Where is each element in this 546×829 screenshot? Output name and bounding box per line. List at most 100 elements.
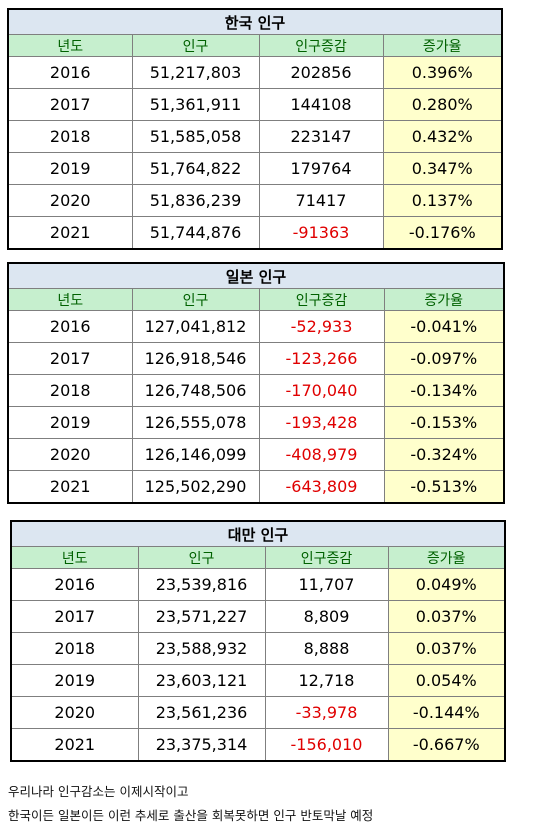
rate-cell: -0.097% [383, 342, 505, 375]
year-cell: 2017 [7, 342, 133, 375]
year-cell: 2021 [10, 728, 139, 762]
year-cell: 2021 [7, 216, 133, 250]
change-cell: 179764 [258, 152, 384, 185]
year-cell: 2016 [10, 568, 139, 601]
column-header-change: 인구증감 [264, 546, 389, 569]
population-cell: 51,764,822 [131, 152, 260, 185]
table-row: 2021 23,375,314 -156,010 -0.667% [10, 728, 506, 762]
table-row: 2017 126,918,546 -123,266 -0.097% [7, 342, 505, 375]
change-cell: 223147 [258, 120, 384, 153]
table-row: 2019 51,764,822 179764 0.347% [7, 152, 503, 185]
column-header-change: 인구증감 [258, 288, 385, 311]
rate-cell: 0.037% [387, 632, 506, 665]
population-cell: 126,918,546 [131, 342, 260, 375]
rate-cell: -0.324% [383, 438, 505, 471]
rate-cell: 0.037% [387, 600, 506, 633]
year-cell: 2016 [7, 310, 133, 343]
population-cell: 51,744,876 [131, 216, 260, 250]
column-header-rate: 증가율 [382, 34, 503, 57]
column-header-change: 인구증감 [258, 34, 384, 57]
year-cell: 2020 [7, 184, 133, 217]
rate-cell: 0.137% [382, 184, 503, 217]
population-cell: 51,585,058 [131, 120, 260, 153]
table-row: 2020 23,561,236 -33,978 -0.144% [10, 696, 506, 729]
change-cell: -170,040 [258, 374, 385, 407]
rate-cell: -0.513% [383, 470, 505, 504]
change-cell: 11,707 [264, 568, 389, 601]
note-line-2: 한국이든 일본이든 이런 추세로 출산을 회복못하면 인구 반토막날 예정 [8, 808, 374, 823]
year-cell: 2021 [7, 470, 133, 504]
population-cell: 126,555,078 [131, 406, 260, 439]
japan-population-table: 일본 인구 년도 인구 인구증감 증가율 2016 127,041,812 -52,… [7, 262, 505, 504]
table-row: 2021 125,502,290 -643,809 -0.513% [7, 470, 505, 504]
column-header-year: 년도 [10, 546, 139, 569]
table-title: 일본 인구 [7, 262, 505, 289]
year-cell: 2020 [10, 696, 139, 729]
change-cell: -408,979 [258, 438, 385, 471]
rate-cell: -0.144% [387, 696, 506, 729]
table-row: 2016 51,217,803 202856 0.396% [7, 56, 503, 89]
change-cell: -123,266 [258, 342, 385, 375]
rate-cell: -0.153% [383, 406, 505, 439]
table-row: 2020 126,146,099 -408,979 -0.324% [7, 438, 505, 471]
change-cell: -193,428 [258, 406, 385, 439]
rate-cell: 0.432% [382, 120, 503, 153]
year-cell: 2020 [7, 438, 133, 471]
change-cell: 202856 [258, 56, 384, 89]
year-cell: 2017 [10, 600, 139, 633]
column-header-rate: 증가율 [387, 546, 506, 569]
change-cell: -52,933 [258, 310, 385, 343]
population-cell: 51,361,911 [131, 88, 260, 121]
table-row: 2018 126,748,506 -170,040 -0.134% [7, 374, 505, 407]
change-cell: 71417 [258, 184, 384, 217]
population-cell: 51,836,239 [131, 184, 260, 217]
table-row: 2018 51,585,058 223147 0.432% [7, 120, 503, 153]
population-cell: 126,146,099 [131, 438, 260, 471]
rate-cell: -0.176% [382, 216, 503, 250]
population-cell: 23,561,236 [137, 696, 266, 729]
table-title: 대만 인구 [10, 520, 506, 547]
korea-population-table: 한국 인구 년도 인구 인구증감 증가율 2016 51,217,803 20285… [7, 8, 503, 250]
change-cell: -91363 [258, 216, 384, 250]
population-cell: 23,571,227 [137, 600, 266, 633]
column-header-year: 년도 [7, 288, 133, 311]
rate-cell: -0.667% [387, 728, 506, 762]
column-header-rate: 증가율 [383, 288, 505, 311]
rate-cell: 0.054% [387, 664, 506, 697]
population-cell: 126,748,506 [131, 374, 260, 407]
note-line-1: 우리나라 인구감소는 이제시작이고 [8, 784, 189, 799]
year-cell: 2016 [7, 56, 133, 89]
table-row: 2021 51,744,876 -91363 -0.176% [7, 216, 503, 250]
population-cell: 125,502,290 [131, 470, 260, 504]
year-cell: 2019 [7, 406, 133, 439]
table-row: 2020 51,836,239 71417 0.137% [7, 184, 503, 217]
change-cell: 8,888 [264, 632, 389, 665]
population-cell: 127,041,812 [131, 310, 260, 343]
year-cell: 2017 [7, 88, 133, 121]
year-cell: 2019 [7, 152, 133, 185]
change-cell: 8,809 [264, 600, 389, 633]
column-header-population: 인구 [131, 288, 260, 311]
rate-cell: 0.280% [382, 88, 503, 121]
change-cell: 12,718 [264, 664, 389, 697]
year-cell: 2018 [7, 374, 133, 407]
table-title: 한국 인구 [7, 8, 503, 35]
table-row: 2017 23,571,227 8,809 0.037% [10, 600, 506, 633]
rate-cell: -0.041% [383, 310, 505, 343]
column-header-year: 년도 [7, 34, 133, 57]
change-cell: -643,809 [258, 470, 385, 504]
change-cell: 144108 [258, 88, 384, 121]
table-row: 2018 23,588,932 8,888 0.037% [10, 632, 506, 665]
year-cell: 2018 [10, 632, 139, 665]
table-row: 2019 126,555,078 -193,428 -0.153% [7, 406, 505, 439]
year-cell: 2018 [7, 120, 133, 153]
column-header-population: 인구 [137, 546, 266, 569]
population-cell: 23,375,314 [137, 728, 266, 762]
population-cell: 23,539,816 [137, 568, 266, 601]
rate-cell: 0.347% [382, 152, 503, 185]
rate-cell: 0.049% [387, 568, 506, 601]
rate-cell: 0.396% [382, 56, 503, 89]
table-row: 2016 127,041,812 -52,933 -0.041% [7, 310, 505, 343]
population-cell: 51,217,803 [131, 56, 260, 89]
taiwan-population-table: 대만 인구 년도 인구 인구증감 증가율 2016 23,539,816 11,70… [10, 520, 506, 762]
